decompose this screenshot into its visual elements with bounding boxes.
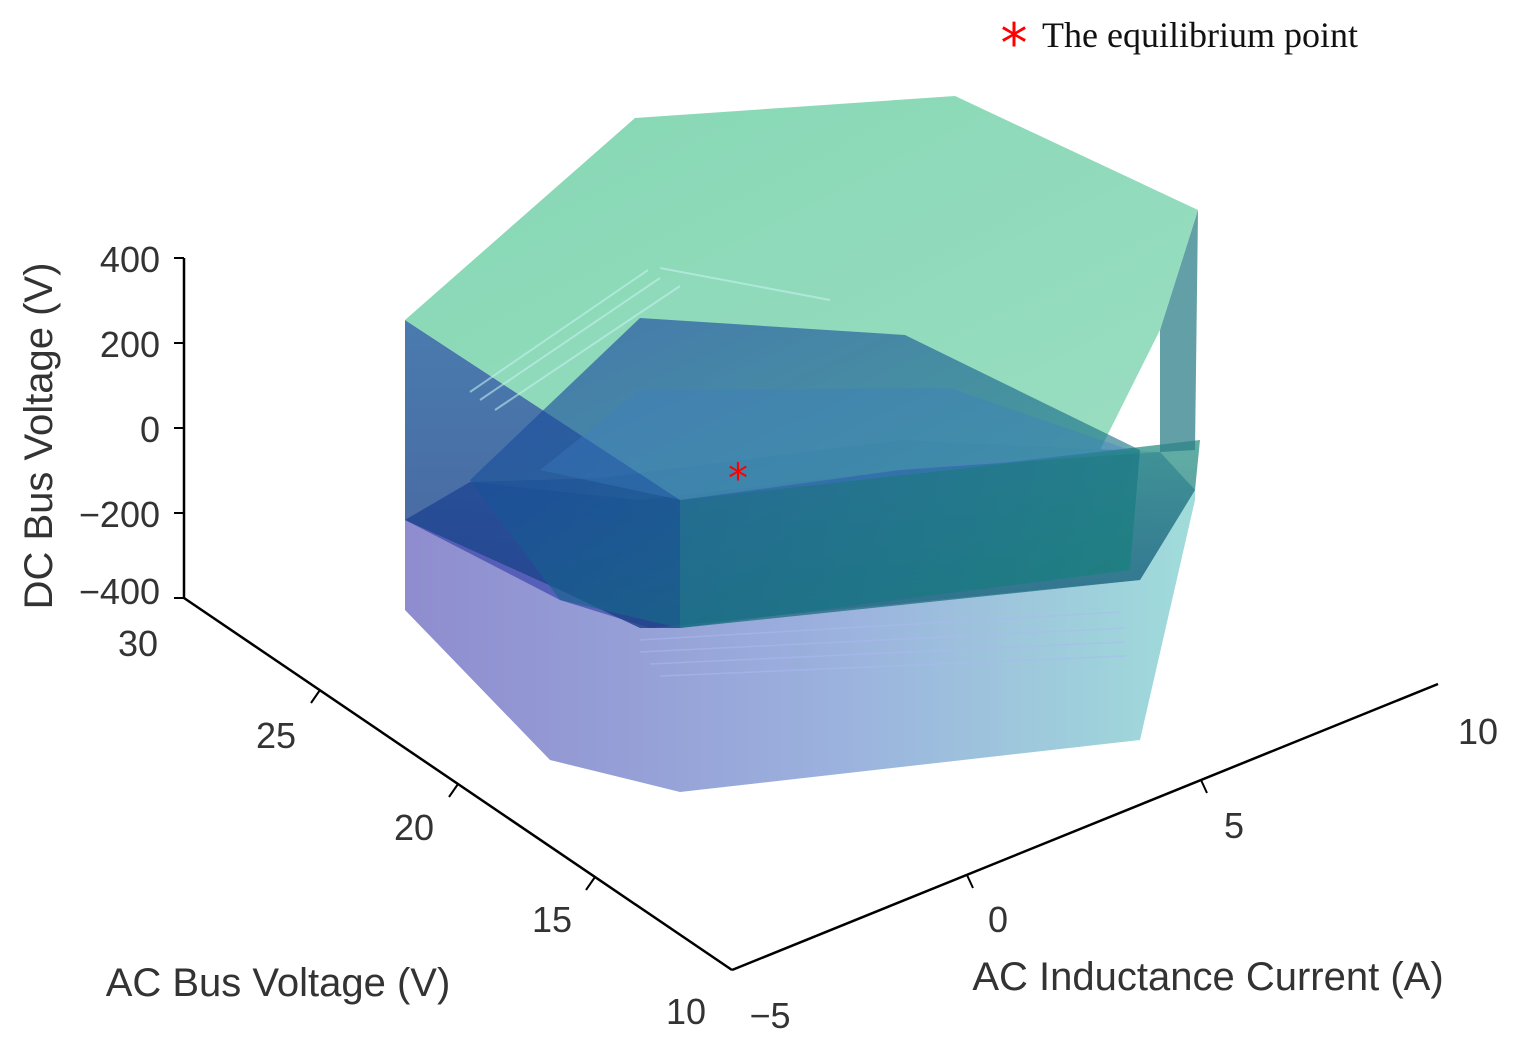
y-tick-mark: [585, 876, 596, 891]
y-tick-mark: [310, 689, 321, 704]
x-tick-mark: [1200, 779, 1208, 794]
x-tick-label: 0: [988, 899, 1008, 940]
legend-entry-label: The equilibrium point: [1042, 15, 1358, 55]
surface-series: [405, 96, 1200, 792]
x-axis-label: AC Inductance Current (A): [972, 955, 1443, 999]
z-tick-label: 0: [140, 409, 160, 450]
z-tick-label: −200: [79, 494, 160, 535]
x-axis-ticks: −5 0 5 10: [749, 711, 1498, 1036]
x-tick-label: 5: [1224, 805, 1244, 846]
x-axis-line: [731, 682, 1439, 972]
surface-striations: [639, 611, 1126, 677]
z-axis-ticks: 400 200 0 −200 −400: [79, 239, 184, 612]
z-axis-label: DC Bus Voltage (V): [17, 263, 61, 610]
equilibrium-point-marker: *: [728, 456, 748, 502]
surface-highlights: [469, 267, 831, 411]
surface-upper-back-side: [1160, 210, 1198, 452]
z-tick-label: 400: [100, 239, 160, 280]
x-tick-label: 10: [1458, 711, 1498, 752]
y-tick-label: 30: [118, 623, 158, 664]
z-tick-label: −400: [79, 571, 160, 612]
x-tick-mark: [966, 874, 974, 889]
z-tick-label: 200: [100, 324, 160, 365]
y-axis-ticks: 30 25 20 15 10: [118, 623, 706, 1032]
y-axis-label: AC Bus Voltage (V): [106, 961, 451, 1005]
y-tick-label: 10: [666, 991, 706, 1032]
legend: * The equilibrium point: [1001, 12, 1358, 75]
surface-inner-floor: [540, 388, 1130, 500]
x-tick-label: −5: [749, 995, 790, 1036]
legend-marker-icon: *: [1001, 12, 1028, 75]
y-tick-mark: [448, 783, 459, 798]
y-tick-label: 20: [394, 807, 434, 848]
y-tick-label: 15: [532, 899, 572, 940]
surface-inner-cavity: [470, 318, 1140, 628]
y-tick-label: 25: [256, 715, 296, 756]
